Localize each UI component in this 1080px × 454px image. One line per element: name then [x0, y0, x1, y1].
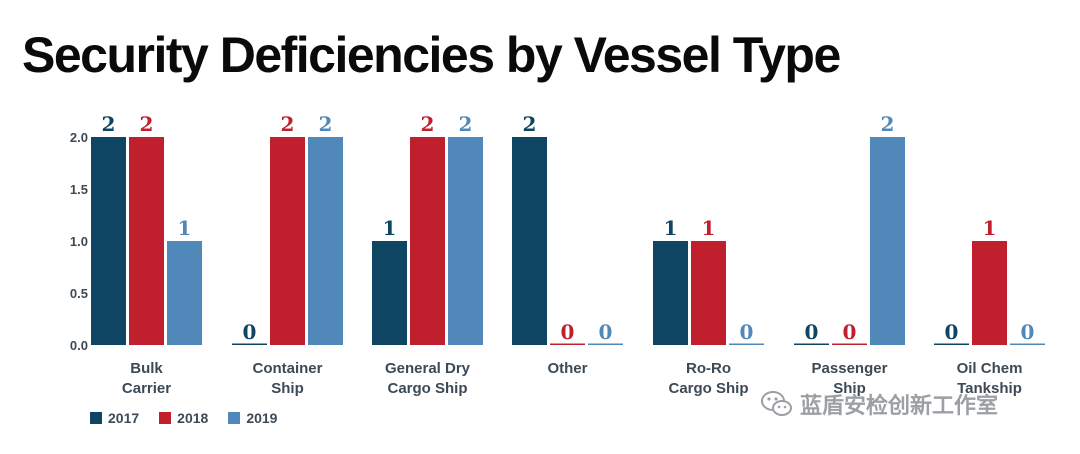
bar-2019: [167, 241, 202, 345]
data-label: 2: [140, 112, 154, 136]
category-label: Passenger Ship: [812, 360, 888, 397]
data-label: 1: [383, 216, 397, 240]
bar-2019: [729, 343, 764, 345]
legend-item-2018: 2018: [159, 410, 208, 426]
bar-2019: [870, 137, 905, 345]
bar-2017: [934, 343, 969, 345]
y-tick-label: 0.0: [70, 338, 88, 353]
wechat-icon: [761, 391, 792, 416]
legend-label: 2018: [177, 410, 209, 426]
bar-2017: [512, 137, 547, 345]
bar-2018: [270, 137, 305, 345]
x-axis-categories: Bulk Carrier Container Ship General Dry Cargo…: [122, 360, 1023, 397]
watermark: 蓝盾安检创新工作室: [760, 388, 998, 420]
data-label: 2: [102, 112, 116, 136]
bar-2018: [691, 241, 726, 345]
bar-2017: [232, 343, 267, 345]
data-label: 0: [1021, 320, 1035, 344]
legend-label: 2017: [108, 410, 140, 426]
data-label: 2: [319, 112, 333, 136]
data-label: 0: [740, 320, 754, 344]
bar-2018: [972, 241, 1007, 345]
bars-group: [91, 137, 1045, 345]
data-label: 1: [702, 216, 716, 240]
y-tick-label: 1.0: [70, 234, 88, 249]
bar-2017: [372, 241, 407, 345]
bar-2018: [129, 137, 164, 345]
bar-2018: [832, 343, 867, 345]
y-tick-label: 2.0: [70, 130, 88, 145]
data-label: 0: [243, 320, 257, 344]
y-tick-label: 1.5: [70, 182, 88, 197]
bar-2019: [588, 343, 623, 345]
data-label: 1: [664, 216, 678, 240]
legend-label: 2019: [246, 410, 278, 426]
category-label: Ro-Ro Cargo Ship: [668, 360, 748, 397]
y-tick-label: 0.5: [70, 286, 88, 301]
data-label: 1: [178, 216, 192, 240]
data-label: 0: [805, 320, 819, 344]
data-label: 0: [599, 320, 613, 344]
data-label: 0: [561, 320, 575, 344]
bar-2017: [653, 241, 688, 345]
category-label: Bulk Carrier: [122, 360, 171, 397]
legend: 2017 2018 2019: [90, 410, 277, 426]
legend-swatch: [159, 412, 172, 424]
bar-2019: [448, 137, 483, 345]
bar-2018: [550, 343, 585, 345]
legend-item-2017: 2017: [90, 410, 139, 426]
data-label: 2: [421, 112, 435, 136]
legend-swatch: [90, 412, 102, 424]
data-label: 1: [983, 216, 997, 240]
data-label: 0: [843, 320, 857, 344]
legend-swatch: [228, 412, 241, 424]
data-label: 2: [881, 112, 895, 136]
data-label: 2: [459, 112, 473, 136]
category-label: General Dry Cargo Ship: [385, 360, 471, 397]
y-axis: 0.0 0.5 1.0 1.5 2.0: [70, 130, 88, 353]
bar-2019: [1010, 343, 1045, 345]
bar-2018: [410, 137, 445, 345]
data-label: 0: [945, 320, 959, 344]
data-label: 2: [523, 112, 537, 136]
bar-2019: [308, 137, 343, 345]
category-label: Oil Chem Tankship: [957, 360, 1023, 397]
category-label: Other: [547, 360, 587, 377]
chart-title: Security Deficiencies by Vessel Type: [22, 27, 841, 83]
category-label: Container Ship: [252, 360, 322, 397]
data-label: 2: [281, 112, 295, 136]
bar-2017: [91, 137, 126, 345]
legend-item-2019: 2019: [228, 410, 277, 426]
bar-2017: [794, 343, 829, 345]
watermark-text: 蓝盾安检创新工作室: [800, 394, 999, 419]
